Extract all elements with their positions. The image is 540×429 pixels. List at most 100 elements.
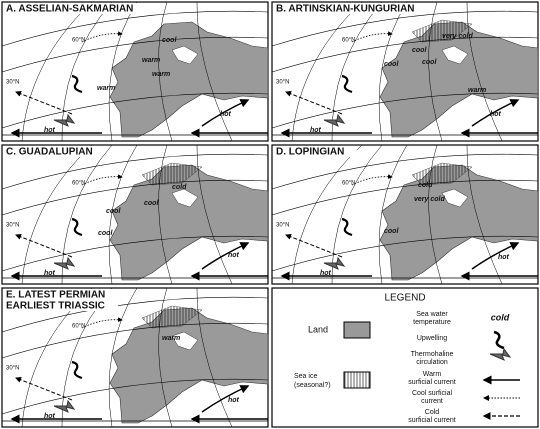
latitude-label: 60°N — [342, 38, 355, 44]
current — [81, 31, 123, 43]
panel-title: E. LATEST PERMIAN — [6, 290, 105, 301]
current — [471, 242, 520, 270]
temperature-label: hot — [320, 270, 332, 277]
current — [15, 90, 73, 115]
title-bg — [273, 3, 426, 14]
latitude-label: 60°N — [72, 38, 85, 44]
latitude-line — [1, 153, 269, 190]
legend-cool: current — [421, 398, 443, 405]
thermohaline — [53, 399, 76, 413]
latitude-line — [1, 296, 269, 333]
temperature-label: cool — [98, 230, 113, 237]
thermohaline — [323, 256, 346, 270]
thermohaline — [53, 113, 76, 127]
upwelling — [71, 360, 83, 380]
latitude-label: 60°N — [342, 181, 355, 187]
legend-cool: Cool surficial — [412, 390, 453, 397]
sea-ice — [411, 162, 473, 186]
latitude-label: 30°N — [276, 80, 289, 86]
latitude-label: 30°N — [276, 223, 289, 229]
latitude-line — [1, 10, 269, 47]
map-panel: B. ARTINSKIAN-KUNGURIAN 60°N 30°N very cold… — [271, 1, 539, 142]
temperature-label: cool — [422, 59, 437, 66]
temperature-label: cool — [162, 37, 177, 44]
legend-sea-ice: Sea ice — [294, 373, 317, 380]
latitude-label: 30°N — [6, 366, 19, 372]
legend-title: LEGEND — [384, 293, 425, 304]
meridian — [378, 144, 408, 285]
current — [285, 233, 343, 258]
temperature-label: warm — [468, 87, 486, 94]
thermohaline-icon — [489, 347, 512, 361]
land — [171, 188, 199, 208]
meridian — [158, 1, 173, 142]
legend-thermohaline: circulation — [416, 359, 448, 366]
latitude-line — [271, 153, 539, 190]
legend-upwelling: Upwelling — [417, 335, 447, 342]
title-bg — [273, 146, 357, 157]
current — [81, 174, 123, 186]
latitude-line — [1, 36, 269, 73]
legend-warm: surficial current — [408, 379, 456, 386]
current — [351, 174, 393, 186]
temperature-label: very cold — [414, 196, 445, 203]
temperature-label: cool — [144, 200, 159, 207]
temperature-label: warm — [152, 71, 170, 78]
map-panel: C. GUADALUPIAN 60°N 30°N cold cool cool cool ho… — [1, 144, 269, 285]
legend-temp: Sea water — [416, 311, 448, 318]
land — [109, 164, 269, 281]
land-swatch — [343, 321, 371, 339]
latitude-line — [1, 179, 269, 216]
temperature-label: hot — [220, 111, 232, 118]
temperature-label: warm — [97, 85, 115, 92]
legend-cold: Cold — [425, 409, 440, 416]
map-panel: A. ASSELIAN-SAKMARIAN 60°N 30°N cool warm war… — [1, 1, 269, 142]
latitude-line — [1, 378, 269, 415]
temperature-label: cold — [172, 184, 187, 191]
land — [109, 307, 269, 424]
meridian — [466, 144, 503, 285]
sea-ice — [141, 162, 203, 186]
latitude-label: 60°N — [72, 181, 85, 187]
title-bg — [3, 3, 144, 14]
land — [441, 45, 469, 65]
map-panel: D. LOPINGIAN 60°N 30°N cold very cold cool hot… — [271, 144, 539, 285]
title-bg — [3, 146, 100, 157]
legend-temp: temperature — [413, 319, 451, 326]
ice-swatch — [343, 371, 371, 389]
thermohaline — [53, 256, 76, 270]
temperature-label: cold — [418, 182, 433, 189]
upwelling — [71, 217, 83, 237]
latitude-line — [271, 92, 539, 129]
latitude-line — [271, 36, 539, 73]
title-bg — [3, 300, 119, 311]
temperature-label: warm — [142, 57, 160, 64]
latitude-line — [1, 322, 269, 359]
panel-title: EARLIEST TRIASSIC — [6, 301, 105, 312]
land — [109, 21, 269, 138]
current — [15, 376, 73, 401]
sea-ice — [411, 19, 473, 43]
temperature-label: hot — [44, 127, 56, 134]
panel-title: B. ARTINSKIAN-KUNGURIAN — [276, 4, 415, 15]
temperature-label: warm — [162, 335, 180, 342]
meridian — [21, 144, 93, 285]
panel-title: A. ASSELIAN-SAKMARIAN — [6, 4, 133, 15]
meridian — [428, 1, 443, 142]
land — [379, 21, 539, 138]
temperature-label: hot — [228, 252, 240, 259]
temperature-label: cool — [106, 208, 121, 215]
legend-warm: Warm — [423, 371, 442, 378]
meridian — [291, 1, 363, 142]
land — [379, 164, 539, 281]
current — [471, 99, 520, 127]
current — [81, 317, 123, 329]
temperature-label: cool — [384, 61, 399, 68]
current — [15, 233, 73, 258]
latitude-line — [271, 179, 539, 216]
temperature-label: hot — [498, 254, 510, 261]
temperature-label: hot — [490, 111, 502, 118]
upwelling — [341, 74, 353, 94]
legend-sea-ice: (seasonal?) — [294, 382, 331, 389]
